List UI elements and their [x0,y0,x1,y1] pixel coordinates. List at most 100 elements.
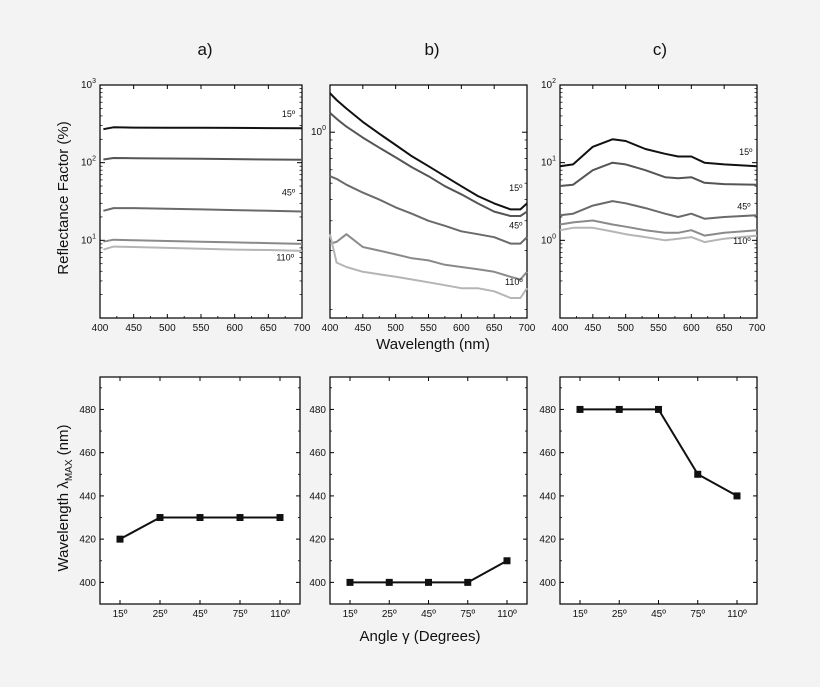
data-point [346,578,354,586]
x-tick-label: 25º [153,609,168,620]
x-tick-label: 600 [453,323,470,334]
curve-label: 45º [282,187,296,197]
data-point [694,470,702,478]
y-tick-label: 480 [309,405,326,416]
x-tick-label: 110º [270,609,290,620]
data-point [425,578,432,586]
y-tick-label: 460 [309,448,326,459]
y-tick-base: 10 [311,127,323,138]
x-tick-label: 110º [497,609,517,620]
x-tick-label: 600 [683,323,700,334]
panel-label: a) [197,40,212,59]
data-point [156,514,164,522]
x-tick-label: 600 [226,323,243,334]
y-tick-label: 440 [309,491,326,502]
x-tick-label: 25º [382,609,397,620]
x-tick-label: 650 [716,323,733,334]
data-point [576,405,584,413]
y-tick-exponent: 0 [552,233,556,240]
y-tick-label: 400 [539,578,556,589]
y-tick-base: 10 [541,80,553,91]
x-tick-label: 500 [159,323,176,334]
y-tick-label: 460 [79,448,96,459]
x-tick-label: 75º [460,609,475,620]
y-tick-exponent: 0 [322,125,326,132]
x-tick-label: 75º [690,609,705,620]
x-tick-label: 45º [421,609,436,620]
chart-c_top: c)400 450 500 550 600 650 70010010110215º45º11… [541,40,766,334]
y-tick-label: 420 [79,535,96,546]
curve-label: 15º [282,109,296,119]
x-tick-label: 15º [113,609,128,620]
x-tick-label: 550 [193,323,210,334]
panel-label: c) [653,40,667,59]
y-tick-label: 100 [541,233,556,246]
y-tick-exponent: 3 [92,78,96,85]
curve-label: 110º [733,236,751,246]
curve-label: 15º [739,147,753,157]
y-tick-label: 400 [309,578,326,589]
data-point [615,405,623,413]
y-tick-base: 10 [541,235,553,246]
y-tick-exponent: 2 [552,78,556,85]
y-tick-label: 400 [79,578,96,589]
curve-label: 15º [509,183,523,193]
x-tick-label: 650 [486,323,503,334]
x-tick-label: 700 [519,323,536,334]
x-tick-label: 500 [617,323,634,334]
data-point [503,557,511,565]
series-line-1 [103,157,303,161]
x-tick-label: 15º [343,609,358,620]
series-line-4 [559,226,758,244]
curve-label: 45º [737,201,751,211]
x-tick-label: 400 [92,323,109,334]
series-line-4 [329,233,528,299]
y-tick-exponent: 1 [552,156,556,163]
y-tick-label: 101 [541,156,556,169]
plot-frame [559,376,758,605]
data-point [196,514,204,522]
x-tick-label: 75º [233,609,248,620]
plot-frame [329,84,528,319]
data-point [733,492,741,500]
y-tick-label: 103 [81,78,96,91]
x-tick-label: 650 [260,323,277,334]
series-line-3 [103,238,303,245]
y-tick-label: 460 [539,448,556,459]
x-tick-label: 15º [573,609,588,620]
x-tick-label: 25º [612,609,627,620]
series-line-2 [103,207,303,213]
data-point [276,514,284,522]
chart-a_bottom: 15º 25º 45º 75º 110º 400 420 440 460 480 [79,376,301,620]
y-tick-label: 480 [539,405,556,416]
series-line-1 [329,112,528,217]
y-tick-base: 10 [541,158,553,169]
y-tick-base: 10 [81,235,93,246]
y-tick-exponent: 2 [92,156,96,163]
x-tick-label: 45º [651,609,666,620]
curve-label: 110º [276,252,294,262]
series-line-1 [559,161,758,187]
curve-label: 110º [505,277,523,287]
series-line-2 [559,200,758,220]
series-line-4 [103,245,303,252]
data-point [385,578,393,586]
ylabel-top: Reflectance Factor (%) [55,121,72,274]
x-tick-label: 450 [125,323,142,334]
x-tick-label: 400 [552,323,569,334]
x-tick-label: 700 [749,323,766,334]
shared-xlabel-top: Wavelength (nm) [376,336,490,353]
y-tick-base: 10 [81,80,93,91]
y-tick-base: 10 [81,158,93,169]
x-tick-label: 110º [727,609,747,620]
series-line-0 [559,138,758,168]
y-tick-label: 100 [311,125,326,138]
ylabel-bottom-unit: (nm) [55,425,72,460]
y-tick-label: 102 [541,78,556,91]
x-tick-label: 450 [354,323,371,334]
y-tick-label: 440 [79,491,96,502]
chart-b_bottom: 15º 25º 45º 75º 110º 400 420 440 460 480 [309,376,528,620]
y-tick-exponent: 1 [92,233,96,240]
series-line-3 [559,219,758,237]
